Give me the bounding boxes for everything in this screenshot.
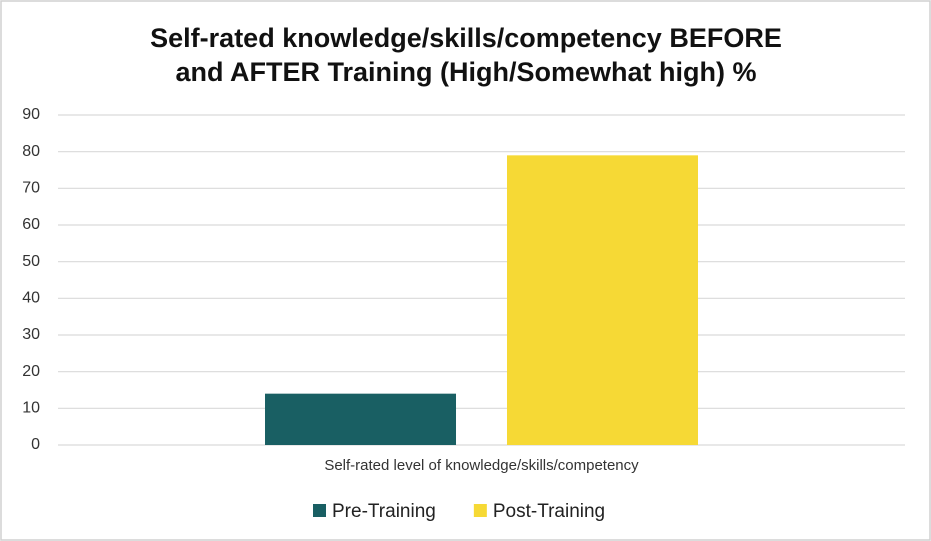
- chart-title: Self-rated knowledge/skills/competency B…: [150, 23, 782, 53]
- y-tick-label: 20: [22, 363, 40, 380]
- legend-swatch: [313, 504, 326, 517]
- y-tick-label: 40: [22, 290, 40, 307]
- y-tick-label: 70: [22, 180, 40, 197]
- y-tick-label: 50: [22, 253, 40, 270]
- legend-label: Pre-Training: [332, 501, 436, 522]
- y-tick-label: 60: [22, 216, 40, 233]
- y-tick-label: 80: [22, 143, 40, 160]
- chart-title: and AFTER Training (High/Somewhat high) …: [176, 57, 757, 87]
- y-tick-label: 30: [22, 326, 40, 343]
- legend-label: Post-Training: [493, 501, 605, 522]
- legend-swatch: [473, 504, 487, 517]
- y-tick-label: 10: [22, 400, 40, 417]
- y-tick-label: 0: [31, 436, 40, 453]
- x-tick-label: Self-rated level of knowledge/skills/com…: [324, 457, 639, 474]
- bar: [506, 155, 698, 446]
- bar: [265, 393, 457, 445]
- y-tick-label: 90: [22, 106, 40, 123]
